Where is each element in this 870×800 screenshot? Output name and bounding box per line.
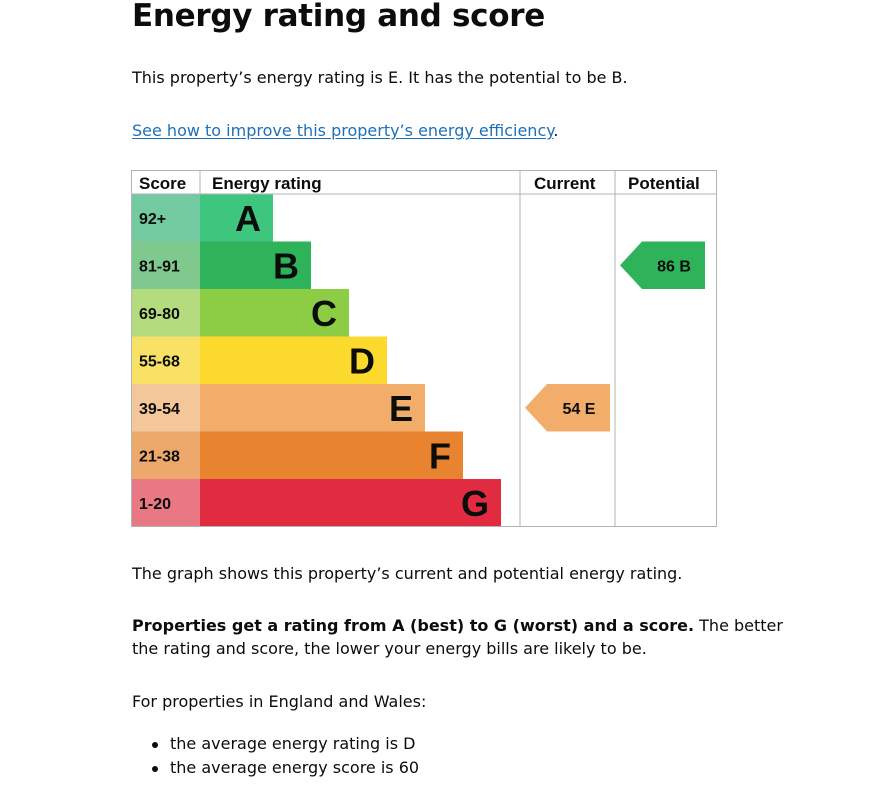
score-label-d: 55-68 — [139, 353, 180, 370]
potential-rating-arrow — [620, 241, 705, 289]
score-cell-e — [131, 384, 200, 432]
rating-summary: This property’s energy rating is E. It h… — [132, 68, 628, 87]
rating-bar-b — [200, 241, 311, 289]
energy-rating-chart: Score Energy rating Current Potential 92+ A 81… — [131, 170, 717, 527]
rating-letter-c: C — [311, 293, 337, 334]
averages-list: the average energy rating is D the avera… — [132, 732, 419, 780]
rating-letter-g: G — [461, 483, 489, 524]
region-intro: For properties in England and Wales: — [132, 692, 427, 711]
rating-bar-e — [200, 384, 425, 432]
rating-explainer-rest-1: The better — [694, 616, 783, 635]
rating-letter-e: E — [389, 388, 413, 429]
graph-note: The graph shows this property’s current … — [132, 564, 683, 583]
link-suffix: . — [553, 121, 559, 140]
rating-explainer-rest-2: the rating and score, the lower your ene… — [132, 639, 647, 658]
score-label-c: 69-80 — [139, 306, 180, 323]
score-label-a: 92+ — [139, 211, 166, 228]
improve-link-line: See how to improve this property’s energ… — [132, 119, 559, 142]
average-score-item: the average energy score is 60 — [132, 756, 419, 780]
improve-efficiency-link[interactable]: See how to improve this property’s energ… — [132, 121, 554, 140]
rating-letter-d: D — [349, 340, 375, 381]
chart-border — [131, 170, 717, 527]
score-cell-f — [131, 431, 200, 479]
score-cell-b — [131, 241, 200, 289]
score-label-b: 81-91 — [139, 258, 180, 275]
average-rating-item: the average energy rating is D — [132, 732, 419, 756]
score-cell-a — [131, 194, 200, 242]
rating-bar-d — [200, 336, 387, 384]
rating-bar-g — [200, 479, 501, 527]
rating-bar-c — [200, 289, 349, 337]
score-label-e: 39-54 — [139, 401, 180, 418]
score-cell-c — [131, 289, 200, 337]
current-rating-label: 54 E — [563, 401, 596, 418]
score-label-f: 21-38 — [139, 448, 180, 465]
rating-letter-a: A — [235, 198, 261, 239]
rating-bar-f — [200, 431, 463, 479]
header-potential: Potential — [628, 174, 700, 193]
page-title: Energy rating and score — [132, 0, 545, 34]
current-rating-arrow — [525, 384, 610, 432]
rating-letter-f: F — [429, 435, 451, 476]
rating-letter-b: B — [273, 245, 299, 286]
header-score: Score — [139, 174, 186, 193]
score-label-g: 1-20 — [139, 496, 171, 513]
header-energy-rating: Energy rating — [212, 174, 322, 193]
rating-explainer-bold: Properties get a rating from A (best) to… — [132, 616, 695, 635]
header-current: Current — [534, 174, 596, 193]
rating-explainer: Properties get a rating from A (best) to… — [132, 614, 783, 660]
score-cell-g — [131, 479, 200, 527]
rating-bar-a — [200, 194, 273, 242]
score-cell-d — [131, 336, 200, 384]
potential-rating-label: 86 B — [657, 258, 691, 275]
